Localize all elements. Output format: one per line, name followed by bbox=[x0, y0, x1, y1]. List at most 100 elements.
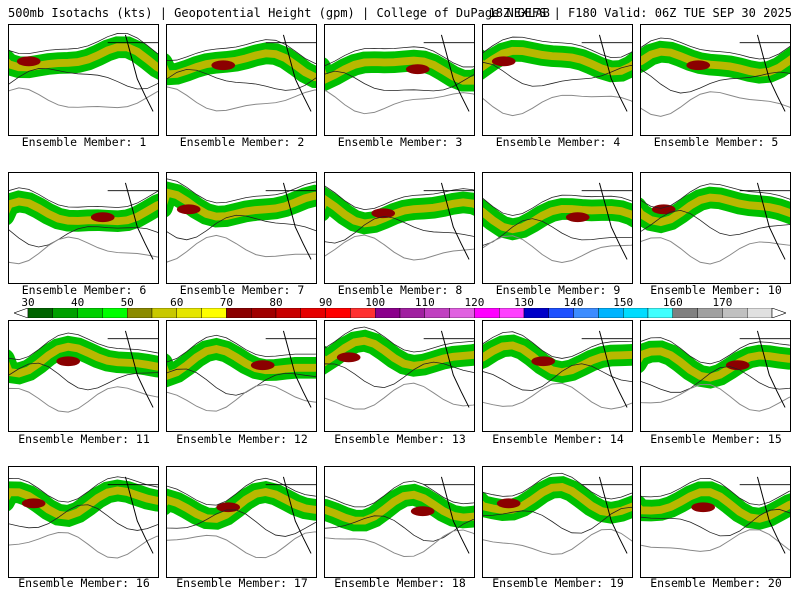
ensemble-member-map bbox=[482, 24, 633, 136]
colorbar-left-arrow bbox=[14, 308, 29, 318]
ensemble-member-map bbox=[324, 24, 475, 136]
chart-title-right: 18Z GEFS | F180 Valid: 06Z TUE SEP 30 20… bbox=[488, 6, 792, 20]
coastline bbox=[282, 34, 312, 112]
ensemble-member-label: Ensemble Member: 10 bbox=[650, 283, 782, 297]
chart-title-left: 500mb Isotachs (kts) | Geopotential Heig… bbox=[8, 6, 550, 20]
ensemble-member-label: Ensemble Member: 3 bbox=[337, 135, 463, 149]
jet-core-band bbox=[9, 43, 158, 72]
height-contour bbox=[641, 210, 790, 236]
colorbar-swatch bbox=[647, 308, 673, 318]
height-contour bbox=[483, 331, 632, 359]
isotach-map bbox=[325, 182, 474, 261]
height-contour bbox=[9, 332, 158, 361]
coastline bbox=[124, 476, 154, 554]
height-contour bbox=[9, 504, 158, 531]
ensemble-member-map bbox=[482, 172, 633, 284]
ensemble-member-map bbox=[8, 320, 159, 432]
isotach-map bbox=[325, 326, 474, 410]
height-contour-gray bbox=[325, 89, 474, 115]
ensemble-member-map bbox=[324, 466, 475, 578]
height-contour bbox=[9, 362, 158, 391]
height-contour-gray bbox=[9, 236, 158, 265]
colorbar-tick-label: 120 bbox=[464, 296, 485, 309]
isotach-map bbox=[9, 182, 158, 265]
isotach-map bbox=[167, 34, 316, 112]
height-contour-gray bbox=[641, 91, 790, 117]
colorbar-tick-label: 140 bbox=[563, 296, 584, 309]
colorbar-swatch bbox=[399, 308, 425, 318]
isotach-map bbox=[641, 34, 790, 117]
coastline bbox=[756, 34, 786, 112]
height-contour bbox=[641, 508, 790, 537]
coastline bbox=[282, 476, 312, 554]
ensemble-member-map bbox=[640, 172, 791, 284]
jet-core-band bbox=[167, 344, 316, 380]
jet-max-core bbox=[176, 204, 201, 215]
isotach-map bbox=[483, 330, 632, 410]
height-contour-gray bbox=[483, 528, 632, 555]
ensemble-member-map bbox=[482, 466, 633, 578]
coastline bbox=[598, 34, 628, 112]
ensemble-member-map bbox=[324, 172, 475, 284]
height-contour bbox=[167, 334, 316, 363]
isotach-map bbox=[325, 476, 474, 557]
height-contour-gray bbox=[641, 237, 790, 265]
height-contour-gray bbox=[483, 382, 632, 410]
colorbar-tick-label: 130 bbox=[514, 296, 534, 309]
height-contour bbox=[167, 39, 316, 64]
isotach-map bbox=[167, 330, 316, 412]
jet-core-band bbox=[9, 197, 158, 226]
colorbar-right-arrow bbox=[771, 308, 786, 318]
colorbar-swatch bbox=[672, 308, 698, 318]
height-contour bbox=[483, 218, 632, 246]
colorbar-swatch bbox=[449, 308, 475, 318]
coastline bbox=[440, 182, 470, 260]
ensemble-member-label: Ensemble Member: 6 bbox=[21, 283, 147, 297]
ensemble-member-map bbox=[166, 172, 317, 284]
ensemble-member-label: Ensemble Member: 8 bbox=[337, 283, 463, 297]
jet-max-core bbox=[651, 204, 676, 215]
isotach-map bbox=[9, 476, 158, 559]
jet-max-core bbox=[496, 498, 521, 509]
height-contour bbox=[641, 478, 790, 506]
height-contour-gray bbox=[9, 386, 158, 413]
ensemble-member-label: Ensemble Member: 7 bbox=[179, 283, 305, 297]
height-contour bbox=[483, 363, 632, 391]
height-contour-gray bbox=[9, 87, 158, 109]
colorbar-swatch bbox=[747, 308, 773, 318]
height-contour bbox=[325, 361, 474, 388]
ensemble-member-map bbox=[482, 320, 633, 432]
height-contour bbox=[641, 69, 790, 94]
colorbar-swatch bbox=[523, 308, 549, 318]
colorbar-swatch bbox=[722, 308, 748, 318]
height-contour bbox=[9, 476, 158, 503]
height-contour-gray bbox=[167, 383, 316, 412]
isotach-map bbox=[483, 34, 632, 117]
height-contour-gray bbox=[167, 531, 316, 559]
coastline bbox=[440, 330, 470, 408]
colorbar-swatch bbox=[573, 308, 599, 318]
jet-core-band bbox=[641, 193, 790, 227]
height-contour bbox=[167, 477, 316, 506]
height-contour-gray bbox=[9, 532, 158, 559]
coastline bbox=[598, 476, 628, 554]
colorbar-swatch bbox=[176, 308, 202, 318]
coastline bbox=[282, 330, 312, 408]
isotach-map bbox=[641, 476, 790, 554]
ensemble-member-label: Ensemble Member: 20 bbox=[650, 576, 782, 590]
height-contour bbox=[325, 70, 474, 92]
jet-core-band bbox=[483, 483, 632, 517]
height-contour-gray bbox=[641, 529, 790, 552]
colorbar-swatch bbox=[325, 308, 351, 318]
colorbar-swatch bbox=[424, 308, 450, 318]
colorbar-swatch bbox=[350, 308, 376, 318]
isotach-map bbox=[9, 33, 158, 112]
colorbar-tick-label: 40 bbox=[70, 296, 85, 309]
height-contour bbox=[325, 46, 474, 68]
height-contour bbox=[483, 472, 632, 500]
ensemble-member-map bbox=[8, 24, 159, 136]
height-contour bbox=[167, 214, 316, 241]
coastline bbox=[124, 34, 154, 112]
jet-core-band bbox=[325, 336, 474, 370]
isotach-map bbox=[167, 178, 316, 263]
